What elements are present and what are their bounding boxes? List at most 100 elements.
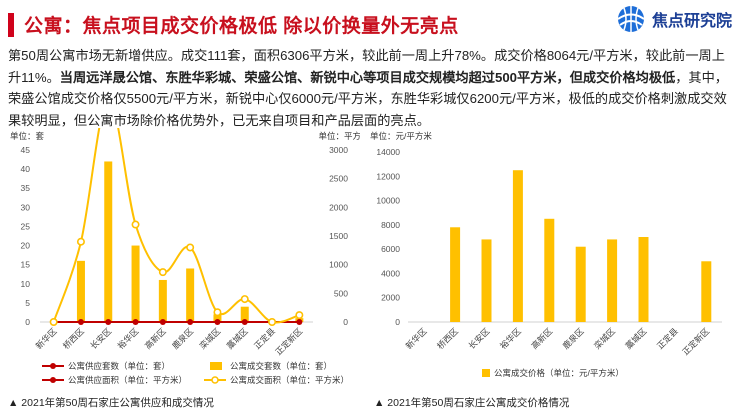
point-transaction-area	[213, 308, 222, 317]
summary-paragraph: 第50周公寓市场无新增供应。成交111套，面积6306平方米，较此前一周上升78…	[8, 45, 732, 131]
left-tick-label: 45	[21, 145, 31, 155]
x-tick-label: 栾城区	[592, 326, 617, 351]
left-tick-label: 10	[21, 279, 31, 289]
x-tick-label: 正定新区	[680, 326, 711, 357]
left-tick-label: 30	[21, 202, 31, 212]
bar-transaction-units	[158, 279, 167, 322]
right-tick-label: 1500	[329, 231, 348, 241]
point-transaction-area	[131, 220, 140, 229]
x-tick-label: 高新区	[529, 326, 554, 351]
y-tick-label: 14000	[376, 147, 400, 157]
right-tick-label: 1000	[329, 260, 348, 270]
brand-logo: 焦点研究院	[614, 4, 732, 34]
point-supply-units	[77, 319, 84, 325]
chart1-caption: ▲ 2021年第50周石家庄公寓供应和成交情况	[8, 397, 214, 409]
point-transaction-area	[186, 243, 195, 252]
point-supply-units	[241, 319, 248, 325]
left-tick-label: 5	[25, 298, 30, 308]
bar-transaction-units	[104, 161, 113, 322]
summary-text-bold: 当周远洋晟公馆、东胜华彩城、荣盛公馆、新锐中心等项目成交规模均超过500平方米，…	[59, 69, 676, 85]
x-tick-label: 正定县	[252, 326, 277, 351]
legend-label: 公寓供应套数（单位：套）	[68, 361, 170, 371]
y-tick-label: 2000	[381, 293, 400, 303]
summary-text-2: ，其中，荣盛公馆成交价格仅5500元/平方米，新锐中心仅6000元/平方米，东胜…	[8, 69, 728, 128]
left-tick-label: 15	[21, 260, 31, 270]
left-tick-label: 20	[21, 241, 31, 251]
left-tick-label: 40	[21, 164, 31, 174]
x-tick-label: 裕华区	[498, 326, 523, 351]
right-tick-label: 0	[343, 317, 348, 327]
point-transaction-area	[49, 318, 58, 327]
left-tick-label: 0	[25, 317, 30, 327]
x-tick-label: 藁城区	[623, 326, 648, 351]
bar-price	[544, 218, 555, 322]
y-tick-label: 12000	[376, 171, 400, 181]
x-tick-label: 正定新区	[273, 326, 304, 357]
summary-text-1: 第50周公寓市场无新增供应。成交111套，面积6306平方米，较此前一周上升78…	[8, 48, 725, 85]
y-tick-label: 6000	[381, 244, 400, 254]
bar-transaction-units	[240, 306, 249, 322]
bar-price	[638, 237, 649, 322]
bar-price	[450, 227, 461, 322]
x-tick-label: 鹿泉区	[170, 326, 195, 351]
logo-sphere-icon	[617, 6, 645, 32]
bar-transaction-units	[213, 314, 222, 322]
left-axis-unit: 单位：套	[10, 131, 45, 141]
y-tick-label: 8000	[381, 220, 400, 230]
left-tick-label: 35	[21, 183, 31, 193]
y-tick-label: 10000	[376, 196, 400, 206]
legend-swatch-marker	[211, 376, 219, 384]
title-accent-bar	[8, 13, 14, 37]
bar-price	[607, 239, 618, 322]
legend-swatch-marker	[50, 377, 56, 383]
page-title: 公寓：焦点项目成交价格极低 除以价换量外无亮点	[24, 16, 459, 37]
point-transaction-area	[295, 311, 304, 320]
point-transaction-area	[240, 295, 249, 304]
x-tick-label: 新华区	[34, 326, 59, 351]
x-tick-label: 鹿泉区	[561, 326, 586, 351]
price-chart: 单位：元/平方米 0 2000 4000 6000 8000 10000 12000 14000…	[370, 131, 722, 378]
bar-transaction-units	[186, 268, 195, 322]
legend-label: 公寓成交面积（单位：平方米）	[230, 375, 349, 385]
legend-swatch-bar	[210, 362, 222, 370]
x-tick-label: 裕华区	[115, 326, 140, 351]
bar-price	[512, 170, 523, 322]
point-transaction-area	[268, 318, 277, 327]
legend-swatch-marker	[50, 363, 56, 369]
point-transaction-area	[76, 237, 85, 246]
point-supply-units	[187, 319, 194, 325]
bar-transaction-units	[131, 245, 140, 322]
x-tick-label: 高新区	[143, 326, 168, 351]
bar-transaction-units	[76, 260, 85, 322]
x-tick-label: 桥西区	[435, 326, 460, 351]
bar-price	[575, 246, 586, 322]
legend-label: 公寓成交套数（单位：套）	[230, 361, 332, 371]
x-tick-label: 藁城区	[225, 326, 250, 351]
right-tick-label: 500	[334, 288, 348, 298]
logo-text: 焦点研究院	[651, 13, 732, 30]
point-supply-units	[159, 319, 166, 325]
supply-transaction-chart: 单位：套 单位：平方米 0 5 10 15 20 25 30 35 40 45 0 500 1000 1500…	[10, 128, 360, 385]
bar-price	[481, 239, 492, 322]
x-tick-label: 长安区	[466, 326, 491, 351]
right-tick-label: 3000	[329, 145, 348, 155]
point-supply-units	[132, 319, 139, 325]
left-tick-label: 25	[21, 221, 31, 231]
y-tick-label: 4000	[381, 268, 400, 278]
x-tick-label: 桥西区	[61, 326, 86, 351]
point-supply-units	[105, 319, 112, 325]
point-transaction-area	[158, 268, 167, 277]
point-supply-units	[296, 319, 303, 325]
y-axis-unit: 单位：元/平方米	[370, 131, 432, 141]
x-tick-label: 新华区	[404, 326, 429, 351]
point-supply-units	[214, 319, 221, 325]
right-tick-label: 2500	[329, 174, 348, 184]
bar-price	[701, 261, 712, 322]
legend-label: 公寓成交价格（单位：元/平方米）	[494, 368, 624, 378]
line-transaction-area	[52, 128, 300, 324]
right-tick-label: 2000	[329, 202, 348, 212]
right-axis-unit: 单位：平方米	[318, 131, 360, 141]
y-tick-label: 0	[395, 317, 400, 327]
legend-swatch-bar	[482, 369, 490, 377]
chart2-caption: ▲ 2021年第50周石家庄公寓成交价格情况	[374, 397, 570, 409]
